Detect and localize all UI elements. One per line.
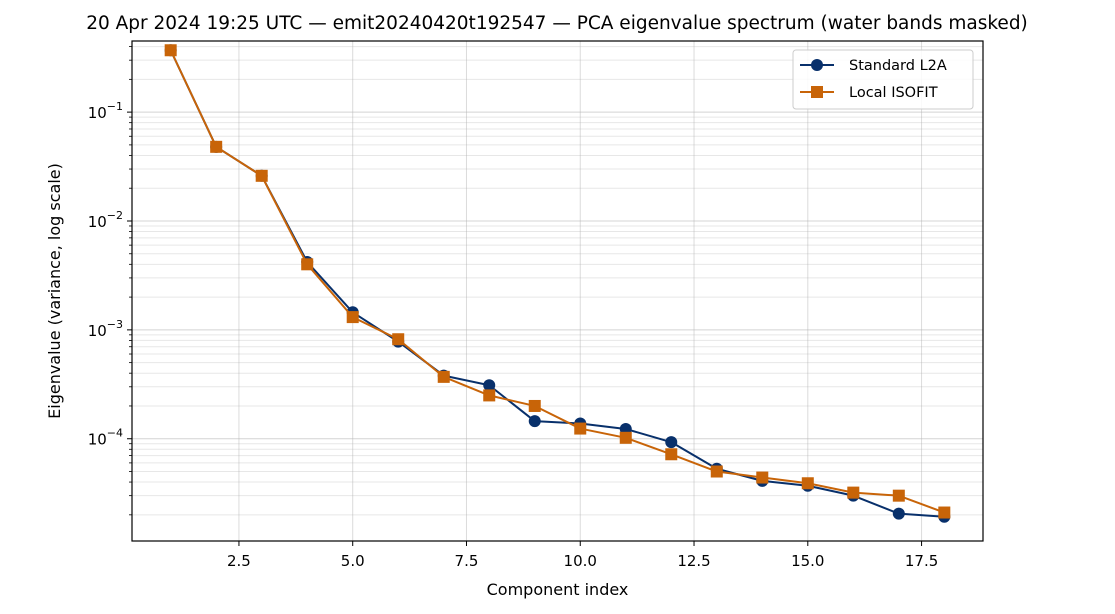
legend-entry: Standard L2A — [800, 58, 947, 74]
y-tick-base: 10 — [88, 431, 107, 449]
x-axis-label: Component index — [487, 580, 629, 599]
legend-label: Standard L2A — [849, 58, 947, 74]
series-line — [169, 49, 945, 514]
series-local-isofit — [164, 44, 951, 519]
y-tick-base: 10 — [88, 104, 107, 122]
grid-lines — [132, 41, 983, 541]
data-point-square — [710, 465, 723, 478]
data-point-circle — [665, 436, 678, 449]
data-point-circle — [483, 379, 496, 392]
y-tick-base: 10 — [88, 322, 107, 340]
plot-area-frame — [131, 40, 984, 542]
y-tick-label: 10−1 — [88, 100, 123, 122]
y-tick-exponent: −3 — [107, 318, 123, 331]
data-point-square — [619, 431, 632, 444]
y-tick-label: 10−2 — [88, 209, 123, 231]
legend-box — [792, 49, 974, 110]
x-tick-label: 10.0 — [564, 552, 597, 570]
y-tick-label: 10−3 — [88, 318, 123, 340]
data-point-square — [301, 258, 314, 271]
y-tick-label: 10−4 — [88, 427, 123, 449]
x-tick-label: 12.5 — [677, 552, 710, 570]
data-point-square — [574, 422, 587, 435]
legend-label: Local ISOFIT — [849, 85, 938, 101]
y-axis-ticks: 10−410−310−210−1 — [88, 46, 132, 516]
y-tick-base: 10 — [88, 213, 107, 231]
data-point-circle — [528, 415, 541, 428]
x-tick-label: 2.5 — [227, 552, 251, 570]
data-point-square — [756, 471, 769, 484]
series-layer — [164, 44, 951, 523]
y-axis-label: Eigenvalue (variance, log scale) — [45, 163, 64, 419]
legend-entry: Local ISOFIT — [800, 85, 938, 101]
data-point-square — [210, 140, 223, 153]
data-point-circle — [892, 507, 905, 520]
data-point-square — [164, 44, 177, 57]
data-point-square — [255, 169, 268, 182]
x-tick-label: 17.5 — [905, 552, 938, 570]
y-tick-exponent: −2 — [107, 209, 123, 222]
x-tick-label: 7.5 — [455, 552, 479, 570]
chart-title: 20 Apr 2024 19:25 UTC — emit20240420t192… — [86, 13, 1028, 34]
data-point-square — [847, 486, 860, 499]
data-point-square — [346, 311, 359, 324]
data-point-square — [892, 489, 905, 502]
legend-marker-circle — [811, 59, 823, 71]
data-point-square — [392, 333, 405, 346]
y-tick-exponent: −1 — [107, 100, 123, 113]
y-tick-exponent: −4 — [107, 427, 123, 440]
legend-marker-square — [811, 86, 823, 98]
data-point-square — [938, 506, 951, 519]
legend: Standard L2A Local ISOFIT — [792, 49, 974, 110]
x-tick-label: 15.0 — [791, 552, 824, 570]
data-point-square — [483, 389, 496, 402]
x-axis-ticks: 2.5 5.0 7.5 10.0 12.5 15.0 17.5 — [227, 541, 938, 570]
data-point-square — [801, 477, 814, 490]
x-tick-label: 5.0 — [341, 552, 365, 570]
data-point-square — [528, 399, 541, 412]
data-point-square — [665, 448, 678, 461]
data-point-square — [437, 370, 450, 383]
